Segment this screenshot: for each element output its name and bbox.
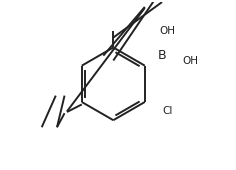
Text: OH: OH xyxy=(159,26,175,36)
Text: B: B xyxy=(158,49,166,62)
Text: OH: OH xyxy=(183,56,198,65)
Text: Cl: Cl xyxy=(162,106,173,116)
